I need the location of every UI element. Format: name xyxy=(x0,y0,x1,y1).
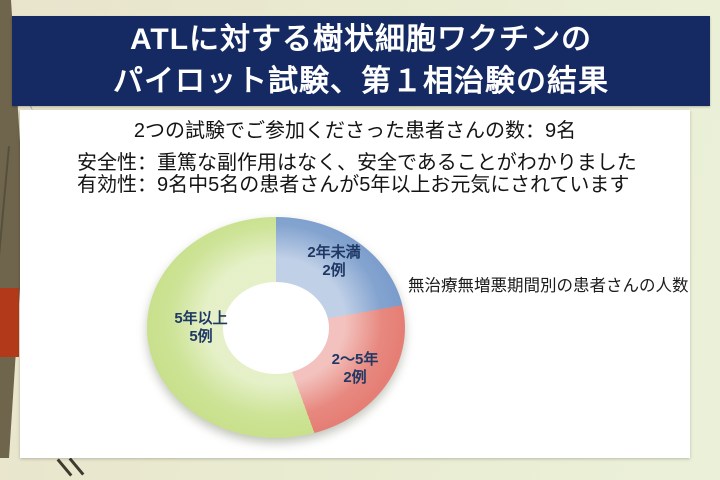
chart-label-value: 5例 xyxy=(189,328,213,345)
title-banner: ATLに対する樹状細胞ワクチンの パイロット試験、第１相治験の結果 xyxy=(12,16,710,106)
red-accent-block xyxy=(0,288,19,357)
chart-label-under-2y: 2年未満 2例 xyxy=(307,244,360,280)
donut-hole xyxy=(223,281,329,374)
efficacy-result-text: 有効性：9名中5名の患者さんが5年以上お元気にされています xyxy=(77,174,630,196)
slide-title-line2: パイロット試験、第１相治験の結果 xyxy=(113,65,609,98)
slide-title-line1: ATLに対する樹状細胞ワクチンの xyxy=(129,23,593,56)
chart-label-category: 2～5年 xyxy=(331,351,379,368)
chart-label-category: 2年未満 xyxy=(307,244,361,261)
chart-caption: 無治療無増悪期間別の患者さんの人数 xyxy=(408,277,689,295)
results-text-block: 安全性：重篤な副作用はなく、安全であることがわかりました 有効性：9名中5名の患… xyxy=(20,152,690,196)
donut-chart-container: 2年未満 2例 2～5年 2例 5年以上 5例 xyxy=(147,217,405,438)
chart-label-category: 5年以上 xyxy=(174,310,228,327)
chart-label-2-to-5y: 2～5年 2例 xyxy=(332,351,379,387)
chart-label-value: 2例 xyxy=(322,262,346,279)
safety-result-text: 安全性：重篤な副作用はなく、安全であることがわかりました xyxy=(77,152,637,174)
chart-label-over-5y: 5年以上 5例 xyxy=(174,310,227,346)
chart-label-value: 2例 xyxy=(343,369,367,386)
content-panel: 2つの試験でご参加くださった患者さんの数：9名 安全性：重篤な副作用はなく、安全… xyxy=(20,110,690,458)
participants-summary-text: 2つの試験でご参加くださった患者さんの数：9名 xyxy=(133,120,577,142)
